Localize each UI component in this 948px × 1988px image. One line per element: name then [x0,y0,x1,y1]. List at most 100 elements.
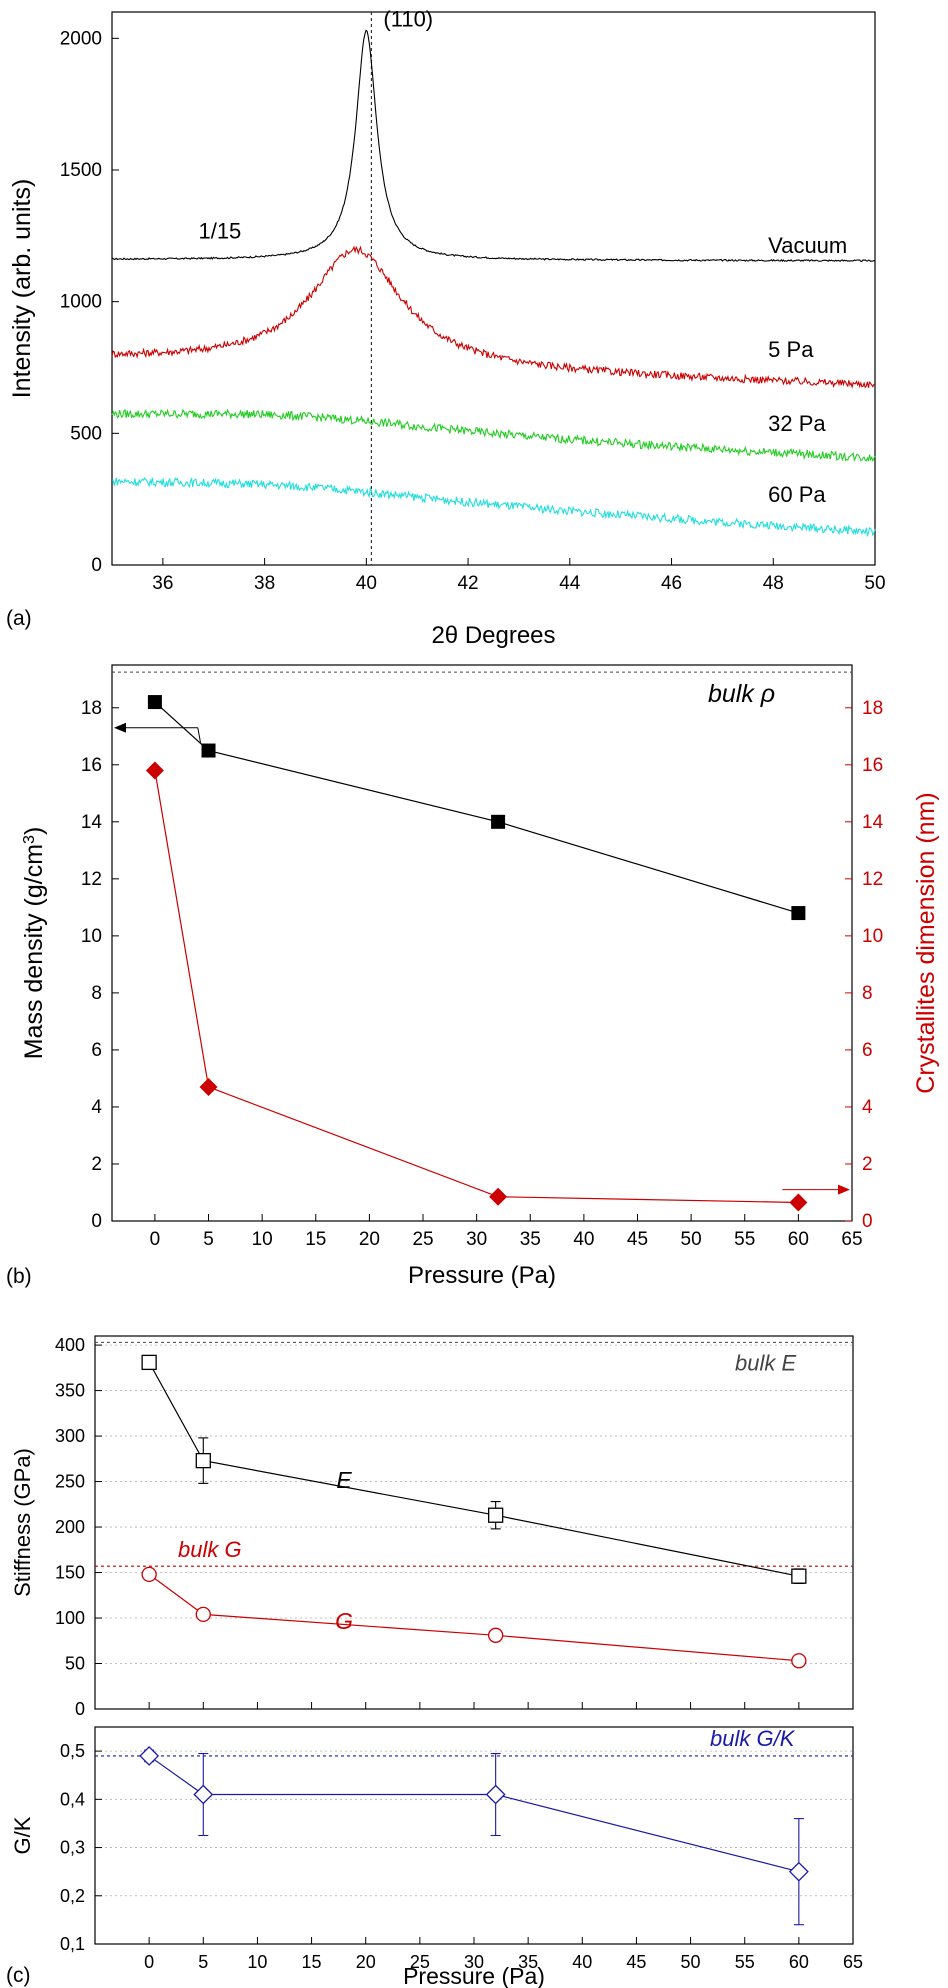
a-annotation: 32 Pa [768,411,826,436]
b-xtick-label: 35 [520,1229,541,1250]
b-ytick-label: 0 [91,1211,102,1232]
plot-frame [111,11,876,566]
b-ytick-label: 6 [91,1040,102,1061]
a-panel-label: (a) [6,607,32,630]
b-right-ytick-label: 8 [862,983,873,1004]
a-ylabel: Intensity (arb. units) [8,179,36,399]
c2-data-point [193,1784,214,1805]
c1-ytick-label: 200 [55,1517,85,1537]
b-data-point [789,1193,808,1212]
a-xtick-label: 38 [254,573,275,594]
b-xtick-label: 40 [573,1229,594,1250]
c2-series-line [148,1755,800,1873]
c2-xtick-label: 10 [247,1952,267,1972]
c1-series-line [148,1362,799,1577]
c1-data-point [141,1566,157,1583]
b-data-point [145,761,164,780]
c1-ytick-label: 250 [55,1472,85,1492]
b-series-line [154,770,799,1204]
c2-xtick-label: 65 [843,1952,863,1972]
c2-ylabel: G/K [10,1816,35,1854]
c2-xtick-label: 50 [681,1952,701,1972]
b-right-ytick-label: 6 [862,1040,873,1061]
b-right-ytick-label: 16 [862,755,883,776]
c1-data-point [488,1627,504,1643]
b-xtick-label: 5 [203,1229,214,1250]
c2-xlabel: Pressure (Pa) [403,1963,545,1988]
c1-ytick-label: 350 [55,1381,85,1401]
a-xlabel: 2θ Degrees [431,622,555,649]
b-xlabel: Pressure (Pa) [408,1262,556,1289]
b-panel-label: (b) [6,1265,32,1288]
b-ylabel-left: Mass density (g/cm3) [20,827,48,1060]
b-right-ytick-label: 2 [862,1154,873,1175]
b-xtick-label: 30 [466,1229,487,1250]
c2-ytick-label: 0,1 [60,1934,85,1954]
c2-xtick-label: 55 [735,1952,755,1972]
plot-frame [94,1335,854,1710]
b-data-point [147,695,162,710]
c2-xtick-label: 20 [356,1952,376,1972]
b-xtick-label: 25 [412,1229,433,1250]
b-ylabel-right: Crystallites dimension (nm) [912,792,940,1093]
plot-frame [111,664,853,1222]
b-ytick-label: 4 [91,1097,102,1118]
c2-ytick-label: 0,3 [60,1838,85,1858]
b-ytick-label: 16 [81,755,102,776]
b-data-point [791,906,806,921]
b-right-ytick-label: 10 [862,926,883,947]
a-ytick-label: 2000 [60,28,102,49]
c2-data-point [485,1784,506,1805]
c1-series-label: E [336,1467,352,1493]
panel-c-gk-chart: 0 5 10 15 20 25 30 35 40 45 50 55 60 65 0,1 0,2 0,3 0,4 0,… [6,1726,863,1988]
c1-data-point [141,1354,157,1371]
a-xtick-label: 50 [864,573,885,594]
b-xtick-label: 50 [681,1229,702,1250]
a-series-line-60-pa [111,476,876,538]
c2-ytick-label: 0,2 [60,1886,85,1906]
b-right-ytick-label: 14 [862,812,884,833]
c2-xtick-label: 35 [518,1952,538,1972]
c2-xtick-label: 30 [464,1952,484,1972]
c1-reference-label: bulk E [735,1350,796,1375]
b-data-point [491,814,506,829]
a-xtick-label: 36 [152,573,173,594]
a-ytick-label: 1000 [60,292,102,313]
c1-series-line [148,1573,799,1662]
b-xtick-label: 45 [627,1229,648,1250]
a-annotation: 1/15 [198,219,241,244]
c2-panel-label: (c) [6,1964,31,1987]
a-annotation: Vacuum [768,233,847,258]
b-right-ytick-label: 18 [862,698,883,719]
b-xtick-label: 60 [788,1229,809,1250]
c1-reference-label: bulk G [178,1537,242,1562]
a-xtick-label: 48 [763,573,784,594]
b-arrow-right-head [838,1184,850,1195]
a-ytick-label: 0 [91,555,102,576]
c1-data-point [195,1606,211,1623]
a-ytick-label: 500 [70,423,102,444]
c1-ytick-label: 100 [55,1608,85,1628]
c2-xtick-label: 5 [198,1952,208,1972]
a-xtick-label: 46 [661,573,682,594]
c1-ytick-label: 150 [55,1563,85,1583]
c1-ytick-label: 0 [75,1699,85,1719]
b-xtick-label: 20 [359,1229,380,1250]
plot-frame [94,1726,854,1945]
b-xtick-label: 15 [305,1229,326,1250]
a-annotation: (110) [383,7,433,32]
c1-ylabel: Stiffness (GPa) [10,1448,35,1597]
b-arrow-left-head [114,722,126,733]
c2-ytick-label: 0,5 [60,1741,85,1761]
b-right-ytick-label: 4 [862,1097,873,1118]
c2-xtick-label: 0 [144,1952,154,1972]
b-xtick-label: 65 [841,1229,862,1250]
c1-ytick-label: 300 [55,1426,85,1446]
c2-xtick-label: 25 [410,1952,430,1972]
a-annotation: 5 Pa [768,337,814,362]
b-xtick-label: 55 [734,1229,755,1250]
b-series-line [154,701,799,914]
c1-data-point [195,1452,211,1469]
b-data-point [489,1187,508,1206]
